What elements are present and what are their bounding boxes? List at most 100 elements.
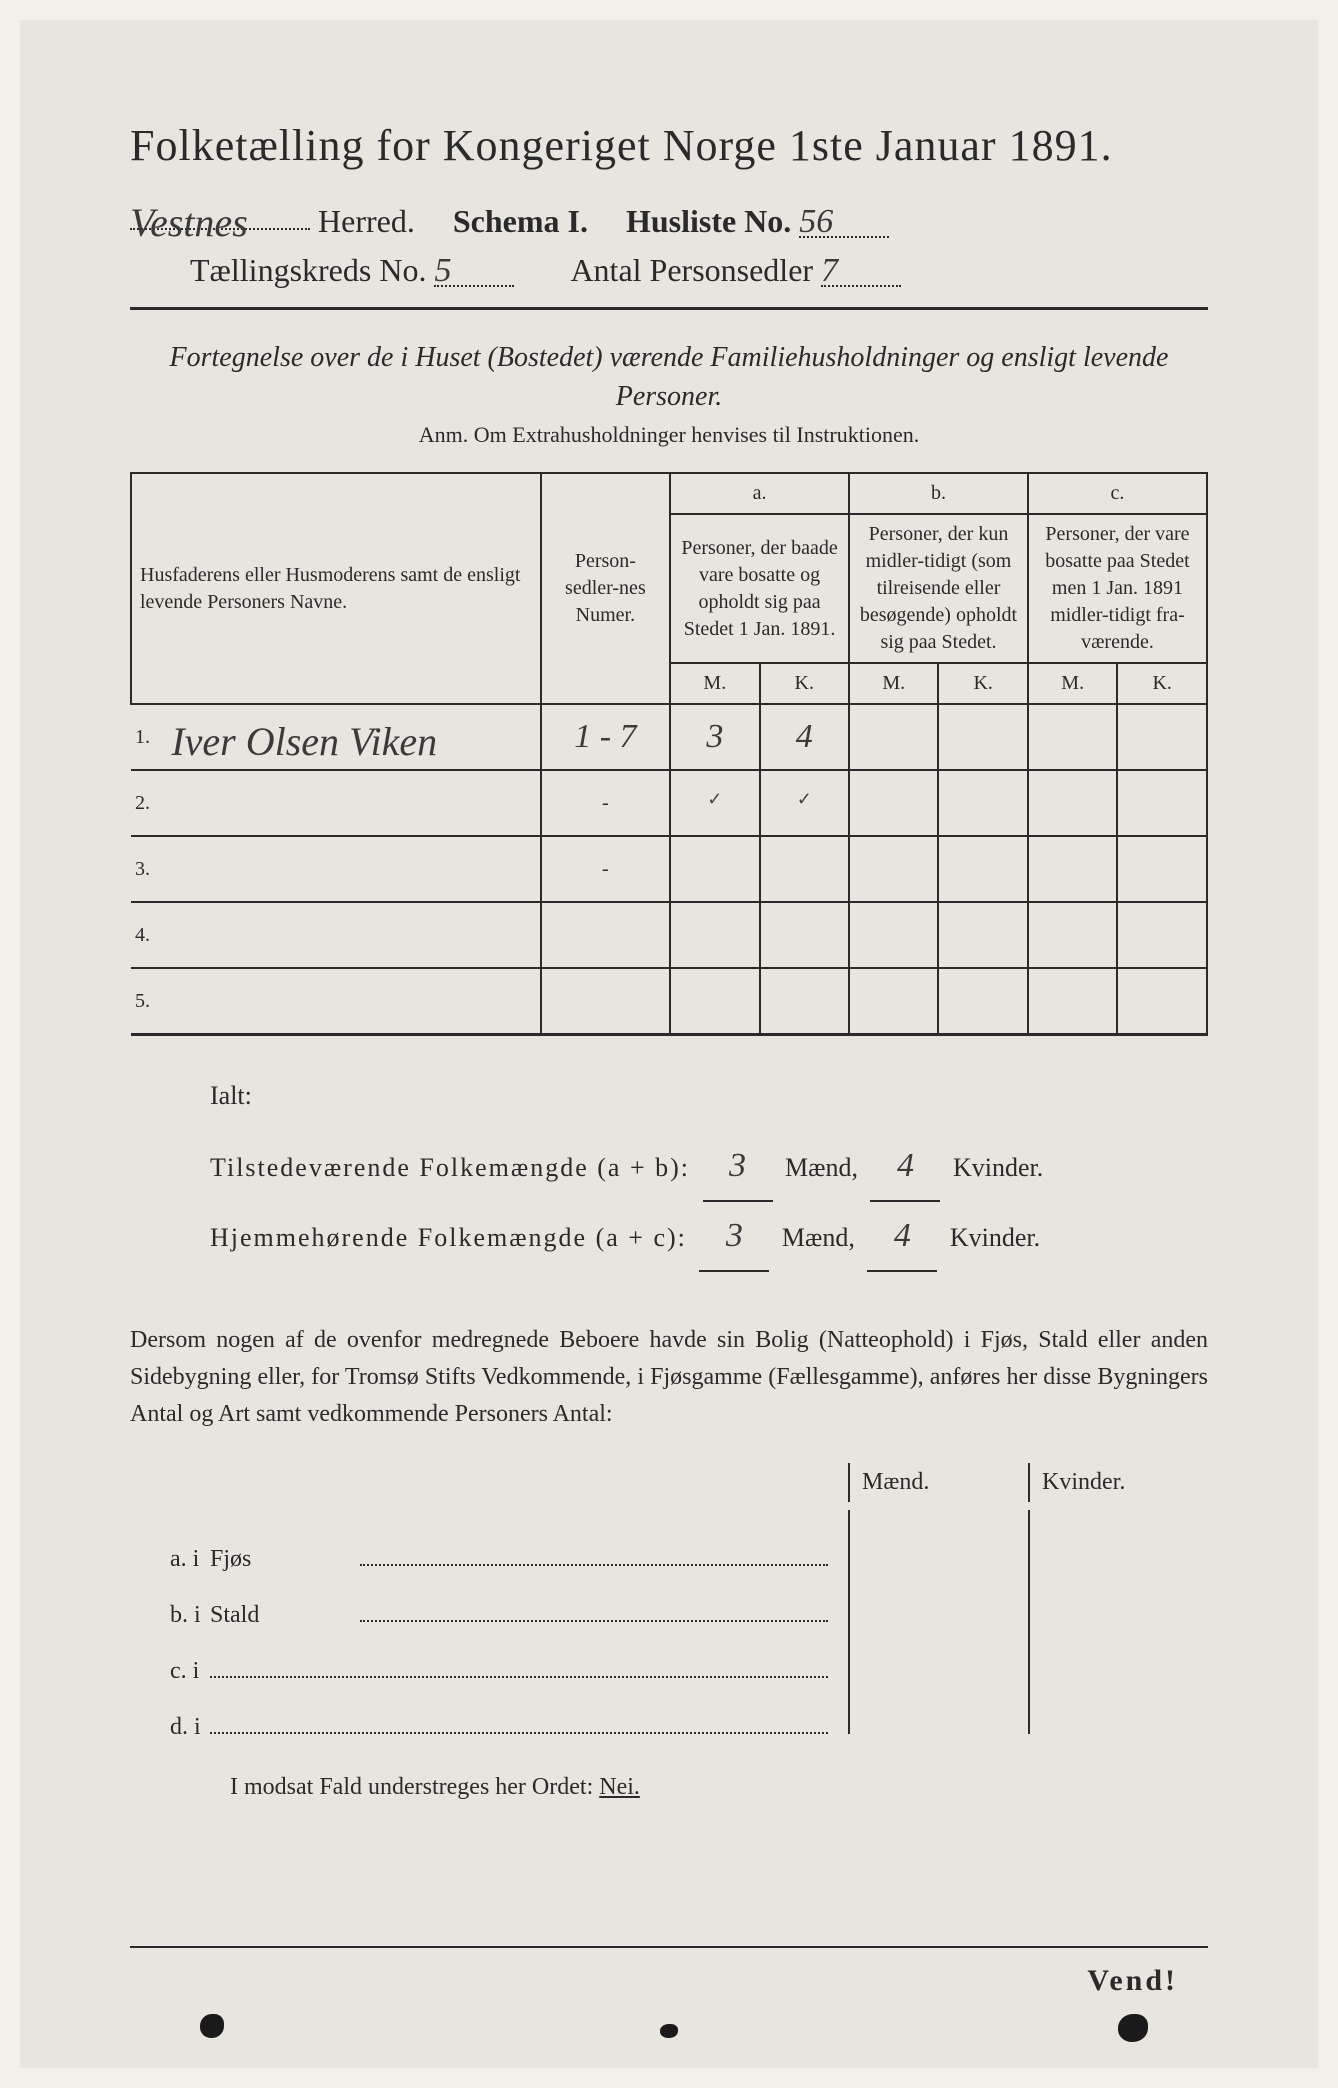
line2-k-fill: 4 [867, 1202, 937, 1272]
husliste-fill: 56 [799, 203, 889, 238]
lower-row: d. i [130, 1678, 1208, 1734]
modsat-nei: Nei. [599, 1774, 640, 1800]
lower-head: Mænd. Kvinder. [130, 1463, 1208, 1502]
husliste-value: 56 [799, 203, 833, 240]
row-bm [849, 968, 938, 1034]
row-cm [1028, 968, 1117, 1034]
row-num: 2. [131, 770, 163, 836]
lower-row-label: a. i [130, 1546, 210, 1573]
lower-row: b. i Stald [130, 1566, 1208, 1622]
row-name [163, 836, 540, 902]
page-title: Folketælling for Kongeriget Norge 1ste J… [130, 120, 1208, 171]
lower-row-label: d. i [130, 1714, 210, 1741]
col-c-header: Personer, der vare bosatte paa Stedet me… [1028, 514, 1207, 663]
row-psnum [541, 902, 670, 968]
totals-block: Ialt: Tilstedeværende Folkemængde (a + b… [130, 1070, 1208, 1272]
row-ak: 4 [760, 704, 849, 770]
row-bm [849, 770, 938, 836]
lower-dots [360, 1542, 828, 1566]
maend-label: Mænd, [785, 1153, 858, 1182]
ink-blot-icon [200, 2014, 224, 2038]
herred-fill: Vestnes [130, 195, 310, 230]
vend-label: Vend! [1087, 1964, 1178, 1998]
table-row: 3. - [131, 836, 1207, 902]
row-ak [760, 968, 849, 1034]
row-am: 3 [670, 704, 759, 770]
table-row: 2. - ✓ ✓ [131, 770, 1207, 836]
antal-fill: 7 [821, 252, 901, 287]
table-row: 1. Iver Olsen Viken 1 - 7 3 4 [131, 704, 1207, 770]
row-name [163, 902, 540, 968]
table-row: 5. [131, 968, 1207, 1034]
totals-line-2: Hjemmehørende Folkemængde (a + c): 3 Mæn… [210, 1202, 1208, 1272]
row-bk [938, 836, 1027, 902]
col-name-header: Husfaderens eller Husmoderens samt de en… [131, 473, 541, 704]
row-name [163, 968, 540, 1034]
lower-cols [848, 1510, 1208, 1566]
row-bm [849, 836, 938, 902]
lower-row-name: Stald [210, 1602, 360, 1629]
row-cm [1028, 704, 1117, 770]
header-line-1: Vestnes Herred. Schema I. Husliste No. 5… [130, 195, 1208, 240]
totals-line-1: Tilstedeværende Folkemængde (a + b): 3 M… [210, 1132, 1208, 1202]
lower-cols [848, 1566, 1208, 1622]
row-bk [938, 968, 1027, 1034]
kreds-fill: 5 [434, 252, 514, 287]
modsat-line: I modsat Fald understreges her Ordet: Ne… [130, 1774, 1208, 1801]
lower-row: a. i Fjøs [130, 1510, 1208, 1566]
kreds-label: Tællingskreds No. [190, 252, 426, 289]
lower-cols [848, 1678, 1208, 1734]
row-bk [938, 704, 1027, 770]
col-a-top: a. [670, 473, 849, 514]
lower-row: c. i [130, 1622, 1208, 1678]
row-cm [1028, 836, 1117, 902]
row-ak [760, 836, 849, 902]
lower-cols [848, 1622, 1208, 1678]
col-b-top: b. [849, 473, 1028, 514]
header-rule [130, 307, 1208, 310]
table-body: 1. Iver Olsen Viken 1 - 7 3 4 2. - ✓ ✓ [131, 704, 1207, 1034]
line2-m-fill: 3 [699, 1202, 769, 1272]
kvinder-label: Kvinder. [950, 1223, 1040, 1252]
row-am [670, 902, 759, 968]
row-num: 5. [131, 968, 163, 1034]
antal-value: 7 [821, 252, 838, 289]
lower-head-k: Kvinder. [1028, 1463, 1208, 1502]
subtitle: Fortegnelse over de i Huset (Bostedet) v… [130, 338, 1208, 416]
lower-head-m: Mænd. [848, 1463, 1028, 1502]
ialt-label: Ialt: [210, 1070, 1208, 1122]
lower-dots [210, 1654, 828, 1678]
maend-label: Mænd, [782, 1223, 855, 1252]
row-psnum: - [541, 836, 670, 902]
herred-label: Herred. [318, 203, 415, 240]
row-ck [1117, 704, 1207, 770]
col-a-header: Personer, der baade vare bosatte og opho… [670, 514, 849, 663]
row-ck [1117, 836, 1207, 902]
row-am [670, 968, 759, 1034]
row-num: 4. [131, 902, 163, 968]
row-num: 3. [131, 836, 163, 902]
col-num-header: Person-sedler-nes Numer. [541, 473, 670, 704]
schema-label: Schema I. [453, 203, 588, 240]
husliste-label: Husliste No. [626, 203, 791, 240]
lower-row-name: Fjøs [210, 1546, 360, 1573]
row-ck [1117, 770, 1207, 836]
col-c-k: K. [1117, 663, 1207, 704]
row-psnum: 1 - 7 [541, 704, 670, 770]
line2-label: Hjemmehørende Folkemængde (a + c): [210, 1223, 687, 1252]
row-psnum [541, 968, 670, 1034]
col-b-header: Personer, der kun midler-tidigt (som til… [849, 514, 1028, 663]
row-name [163, 770, 540, 836]
row-bk [938, 902, 1027, 968]
row-ck [1117, 902, 1207, 968]
lower-row-label: b. i [130, 1602, 210, 1629]
col-a-m: M. [670, 663, 759, 704]
row-ak: ✓ [760, 770, 849, 836]
row-bm [849, 902, 938, 968]
census-form-page: Folketælling for Kongeriget Norge 1ste J… [20, 20, 1318, 2068]
anm-note: Anm. Om Extrahusholdninger henvises til … [130, 422, 1208, 448]
row-ak [760, 902, 849, 968]
col-a-k: K. [760, 663, 849, 704]
row-am: ✓ [670, 770, 759, 836]
row-ck [1117, 968, 1207, 1034]
